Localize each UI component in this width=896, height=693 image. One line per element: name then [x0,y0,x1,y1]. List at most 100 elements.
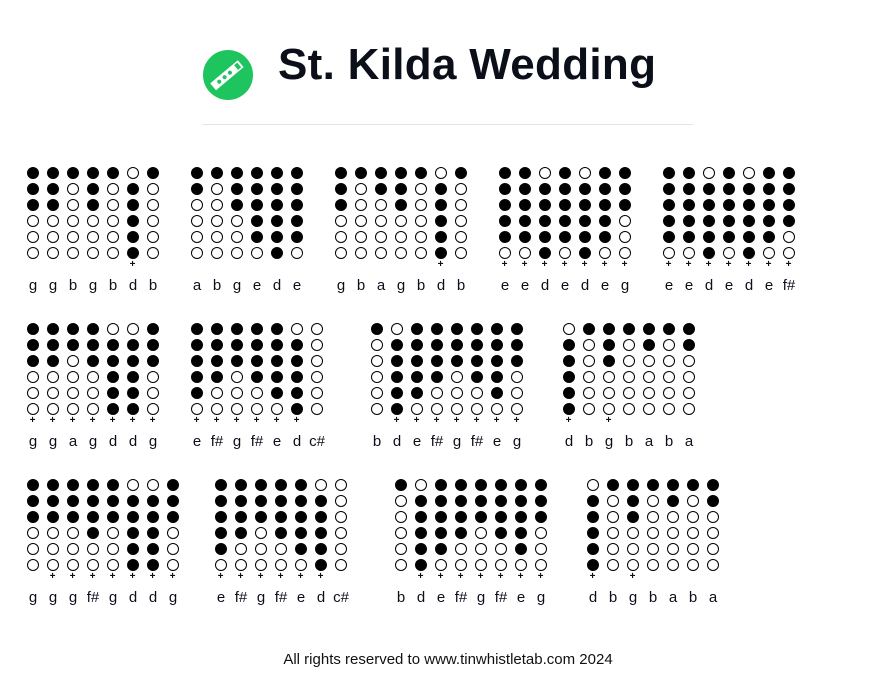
covered-hole [315,527,327,539]
covered-hole [411,323,423,335]
note-label: e [560,277,570,294]
covered-hole [435,511,447,523]
octave-mark: + [541,259,548,270]
covered-hole [743,183,755,195]
octave-mark: + [453,415,460,426]
covered-hole [235,495,247,507]
open-hole [235,559,247,571]
open-hole [251,387,263,399]
covered-hole [87,495,99,507]
covered-hole [275,479,287,491]
covered-hole [627,511,639,523]
open-hole [455,231,467,243]
covered-hole [563,403,575,415]
covered-hole [107,479,119,491]
note-label: e [764,277,774,294]
octave-mark: + [473,415,480,426]
covered-hole [455,479,467,491]
open-hole [435,167,447,179]
covered-hole [411,355,423,367]
covered-hole [451,355,463,367]
open-hole [415,247,427,259]
note-label: b [648,589,658,606]
covered-hole [603,355,615,367]
covered-hole [87,339,99,351]
covered-hole [255,479,267,491]
open-hole [683,387,695,399]
covered-hole [431,339,443,351]
covered-hole [703,247,715,259]
covered-hole [127,183,139,195]
open-hole [683,247,695,259]
octave-mark: + [513,415,520,426]
covered-hole [335,183,347,195]
covered-hole [291,215,303,227]
covered-hole [87,323,99,335]
open-hole [647,511,659,523]
covered-hole [587,559,599,571]
open-hole [471,403,483,415]
open-hole [147,247,159,259]
covered-hole [231,355,243,367]
covered-hole [335,167,347,179]
covered-hole [191,355,203,367]
note-label: d [540,277,550,294]
note-label: g [232,433,242,450]
octave-mark: + [705,259,712,270]
note-label: e [724,277,734,294]
note-label: a [644,433,654,450]
note-label: f# [494,589,508,606]
covered-hole [47,495,59,507]
open-hole [603,387,615,399]
open-hole [27,371,39,383]
octave-mark: + [317,571,324,582]
open-hole [495,543,507,555]
note-label: f# [210,433,224,450]
note-label: f# [782,277,796,294]
open-hole [147,479,159,491]
covered-hole [127,371,139,383]
covered-hole [723,183,735,195]
open-hole [587,479,599,491]
covered-hole [683,199,695,211]
open-hole [107,543,119,555]
covered-hole [395,199,407,211]
covered-hole [743,215,755,227]
covered-hole [271,215,283,227]
open-hole [395,247,407,259]
covered-hole [535,479,547,491]
covered-hole [587,495,599,507]
covered-hole [295,543,307,555]
open-hole [415,215,427,227]
octave-mark: + [685,259,692,270]
open-hole [311,387,323,399]
covered-hole [471,355,483,367]
open-hole [395,527,407,539]
covered-hole [707,479,719,491]
octave-mark: + [277,571,284,582]
octave-mark: + [517,571,524,582]
octave-mark: + [109,415,116,426]
covered-hole [127,559,139,571]
covered-hole [559,167,571,179]
open-hole [603,371,615,383]
covered-hole [763,183,775,195]
covered-hole [603,323,615,335]
open-hole [451,371,463,383]
note-label: e [516,589,526,606]
open-hole [167,543,179,555]
open-hole [47,559,59,571]
covered-hole [251,355,263,367]
covered-hole [783,215,795,227]
covered-hole [579,183,591,195]
covered-hole [47,479,59,491]
open-hole [107,247,119,259]
covered-hole [683,167,695,179]
open-hole [643,371,655,383]
covered-hole [667,479,679,491]
covered-hole [511,339,523,351]
open-hole [663,387,675,399]
covered-hole [539,199,551,211]
open-hole [647,559,659,571]
